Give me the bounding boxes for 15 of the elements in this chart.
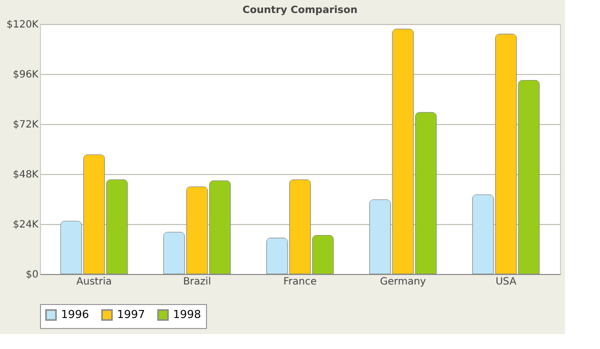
legend-label: 1997: [117, 308, 145, 321]
legend-label: 1998: [173, 308, 201, 321]
y-tick-label: $48K: [12, 170, 39, 180]
x-tick-label: France: [283, 276, 317, 288]
y-tick-label: $120K: [6, 20, 39, 30]
x-tick-label: Brazil: [183, 276, 211, 288]
x-tick-label: Germany: [380, 276, 426, 288]
y-tick-label: $24K: [12, 220, 39, 230]
x-tick-label: USA: [496, 276, 516, 288]
y-tick-label: $96K: [12, 70, 39, 80]
y-tick-label: $0: [26, 270, 38, 280]
x-tick-label: Austria: [76, 276, 112, 288]
legend-label: 1996: [61, 308, 89, 321]
y-tick-label: $72K: [12, 120, 39, 130]
chart-title: Country Comparison: [242, 5, 358, 16]
